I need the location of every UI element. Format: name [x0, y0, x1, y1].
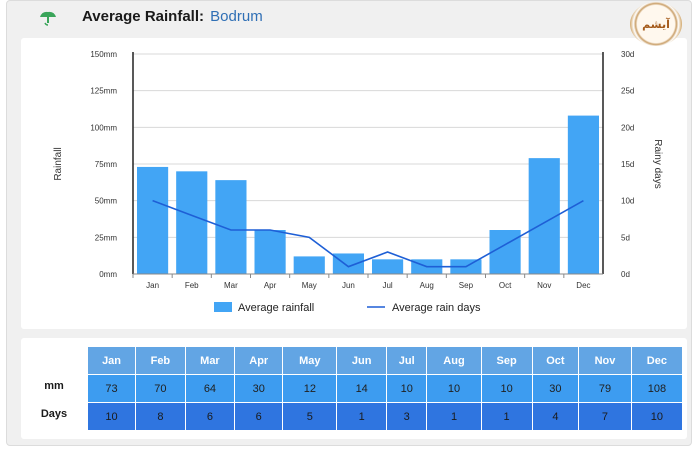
- month-header: May: [283, 347, 337, 374]
- x-tick-label: Aug: [420, 281, 434, 290]
- rainfall-bar: [332, 253, 364, 274]
- month-header: Dec: [631, 347, 682, 374]
- title-label: Average Rainfall:: [82, 8, 204, 25]
- legend-label-rainfall: Average rainfall: [238, 302, 314, 314]
- mm-cell: 79: [579, 375, 631, 402]
- rainfall-chart: 0mm 25mm 50mm 75mm 100mm 125mm 150mm 0d 5d 10d 15d…: [53, 50, 663, 314]
- y-tick-label: 0mm: [99, 270, 117, 279]
- rainfall-bar: [215, 180, 247, 274]
- mm-cell: 14: [337, 375, 386, 402]
- rainfall-bar: [293, 256, 325, 274]
- rain-cloud-icon: [40, 11, 56, 26]
- rainfall-bar: [567, 115, 599, 274]
- days-cell: 6: [185, 403, 235, 430]
- x-tick-label: Nov: [537, 281, 551, 290]
- days-row-label: Days: [40, 408, 68, 420]
- y-tick-label: 100mm: [90, 123, 117, 132]
- x-tick-label: Mar: [224, 281, 238, 290]
- month-header: Mar: [185, 347, 235, 374]
- x-tick-label: May: [302, 281, 317, 290]
- days-cell: 4: [532, 403, 579, 430]
- days-cell: 10: [631, 403, 682, 430]
- mm-cell: 30: [532, 375, 579, 402]
- y-tick-label: 150mm: [90, 50, 117, 59]
- x-tick-label: Oct: [499, 281, 512, 290]
- x-tick-label: Apr: [264, 281, 277, 290]
- mm-cell: 64: [185, 375, 235, 402]
- month-header: Apr: [235, 347, 283, 374]
- x-tick-label: Jan: [146, 281, 159, 290]
- days-cell: 10: [88, 403, 136, 430]
- rainfall-bar: [372, 259, 404, 274]
- x-tick-label: Feb: [185, 281, 199, 290]
- mm-cell: 73: [88, 375, 136, 402]
- chart-panel: 0mm 25mm 50mm 75mm 100mm 125mm 150mm 0d 5d 10d 15d…: [21, 38, 687, 329]
- days-cell: 1: [427, 403, 481, 430]
- table-row-days: 10 8 6 6 5 1 3 1 1 4 7 10: [88, 403, 682, 430]
- days-cell: 6: [235, 403, 283, 430]
- widget-header: Average Rainfall: Bodrum: [7, 1, 693, 33]
- y2-tick-label: 0d: [621, 270, 630, 279]
- month-header: Feb: [136, 347, 185, 374]
- y-axis-title: Rainfall: [53, 147, 64, 180]
- mm-cell: 12: [283, 375, 337, 402]
- rainfall-bar: [254, 230, 286, 274]
- site-logo: آیشم: [630, 2, 682, 46]
- y2-axis-title: Rainy days: [652, 139, 663, 188]
- x-tick-label: Jul: [382, 281, 392, 290]
- days-cell: 3: [386, 403, 427, 430]
- monthly-table: Jan Feb Mar Apr May Jun Jul Aug Sep Oct Nov Dec 73 7…: [87, 346, 683, 431]
- month-header: Sep: [481, 347, 532, 374]
- mm-row-label: mm: [44, 380, 64, 392]
- city-name: Bodrum: [210, 8, 263, 25]
- mm-cell: 108: [631, 375, 682, 402]
- month-header: Jun: [337, 347, 386, 374]
- mm-cell: 10: [481, 375, 532, 402]
- month-header: Jan: [88, 347, 136, 374]
- rainfall-bar: [489, 230, 521, 274]
- y-tick-label: 125mm: [90, 87, 117, 96]
- month-header: Jul: [386, 347, 427, 374]
- table-row-mm: 73 70 64 30 12 14 10 10 10 30 79 108: [88, 375, 682, 402]
- mm-cell: 10: [427, 375, 481, 402]
- widget-frame: Average Rainfall: Bodrum 0mm 25mm 50mm 75mm…: [6, 0, 692, 446]
- y2-tick-label: 5d: [621, 233, 630, 242]
- days-cell: 7: [579, 403, 631, 430]
- mm-cell: 10: [386, 375, 427, 402]
- rainfall-bar: [176, 171, 208, 274]
- month-header: Nov: [579, 347, 631, 374]
- y2-tick-label: 25d: [621, 87, 634, 96]
- page-title: Average Rainfall: Bodrum: [82, 8, 263, 25]
- days-cell: 5: [283, 403, 337, 430]
- x-tick-label: Sep: [459, 281, 474, 290]
- month-header: Aug: [427, 347, 481, 374]
- y2-tick-label: 20d: [621, 123, 634, 132]
- y2-tick-label: 30d: [621, 50, 634, 59]
- month-header: Oct: [532, 347, 579, 374]
- rain-days-line: [152, 199, 584, 268]
- rainfall-bar: [137, 166, 169, 274]
- y-tick-label: 50mm: [95, 197, 118, 206]
- mm-cell: 70: [136, 375, 185, 402]
- y2-tick-label: 10d: [621, 197, 634, 206]
- legend-swatch-rainfall: [214, 302, 232, 312]
- mm-cell: 30: [235, 375, 283, 402]
- days-cell: 1: [337, 403, 386, 430]
- logo-text: آیشم: [642, 17, 670, 31]
- x-tick-label: Jun: [342, 281, 355, 290]
- y2-tick-label: 15d: [621, 160, 634, 169]
- x-tick-label: Dec: [576, 281, 590, 290]
- legend-label-rain-days: Average rain days: [392, 302, 481, 314]
- table-header-row: Jan Feb Mar Apr May Jun Jul Aug Sep Oct Nov Dec: [88, 347, 682, 374]
- y-tick-label: 25mm: [95, 233, 118, 242]
- data-table-panel: Jan Feb Mar Apr May Jun Jul Aug Sep Oct Nov Dec 73 7…: [21, 338, 687, 439]
- days-cell: 8: [136, 403, 185, 430]
- y-tick-label: 75mm: [95, 160, 118, 169]
- days-cell: 1: [481, 403, 532, 430]
